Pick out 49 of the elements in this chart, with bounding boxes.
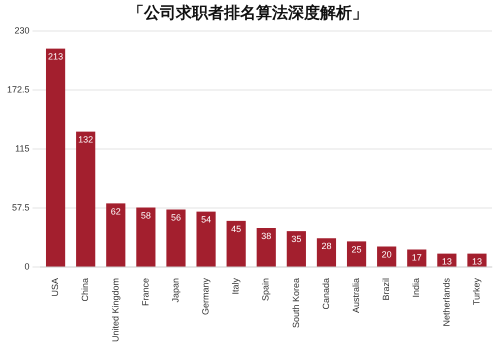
data-label: 13 bbox=[442, 256, 452, 267]
x-tick-label: France bbox=[140, 278, 150, 306]
bar bbox=[46, 48, 66, 266]
data-label: 28 bbox=[321, 241, 332, 252]
data-label: 54 bbox=[201, 214, 212, 225]
data-label: 25 bbox=[352, 244, 362, 254]
data-label: 38 bbox=[261, 230, 272, 241]
x-tick-label: South Korea bbox=[290, 278, 301, 328]
x-tick-label: United Kingdom bbox=[110, 278, 120, 342]
data-label: 213 bbox=[48, 52, 64, 62]
bar bbox=[316, 238, 336, 266]
bar bbox=[256, 228, 276, 266]
data-label: 132 bbox=[78, 134, 94, 145]
x-tick-label: Turkey bbox=[471, 277, 482, 306]
bar bbox=[136, 208, 156, 266]
bar bbox=[196, 212, 216, 266]
data-label: 17 bbox=[412, 252, 422, 263]
data-label: 35 bbox=[291, 234, 302, 244]
x-tick-label: China bbox=[80, 278, 90, 302]
x-tick-label: Australia bbox=[351, 278, 362, 313]
data-label: 62 bbox=[110, 206, 121, 216]
data-label: 20 bbox=[382, 249, 392, 260]
y-tick-label: 57.5 bbox=[12, 202, 30, 213]
x-tick-label: Netherlands bbox=[441, 277, 452, 326]
bar bbox=[407, 250, 426, 266]
bar bbox=[346, 241, 366, 266]
x-tick-label: India bbox=[411, 278, 422, 298]
bar bbox=[286, 231, 306, 266]
x-tick-label: Spain bbox=[260, 278, 271, 301]
y-tick-label: 230 bbox=[14, 26, 30, 36]
y-tick-label: 172.5 bbox=[6, 84, 30, 95]
bar bbox=[106, 203, 126, 266]
data-label: 13 bbox=[472, 256, 482, 267]
data-label: 58 bbox=[140, 210, 151, 220]
x-tick-label: Canada bbox=[320, 278, 331, 310]
bar bbox=[226, 220, 246, 266]
x-tick-label: Italy bbox=[230, 277, 241, 294]
y-tick-label: 0 bbox=[24, 261, 30, 272]
bar bbox=[166, 210, 186, 266]
x-tick-label: Germany bbox=[200, 277, 211, 315]
chart-title: 「公司求职者排名算法深度解析」 bbox=[128, 2, 368, 22]
bar bbox=[377, 246, 396, 266]
y-tick-label: 115 bbox=[15, 144, 30, 154]
bar bbox=[76, 132, 96, 266]
x-tick-label: Brazil bbox=[381, 278, 392, 300]
x-tick-label: USA bbox=[50, 278, 60, 296]
data-label: 56 bbox=[170, 212, 181, 223]
x-tick-label: Japan bbox=[170, 278, 180, 302]
data-label: 45 bbox=[231, 224, 242, 234]
